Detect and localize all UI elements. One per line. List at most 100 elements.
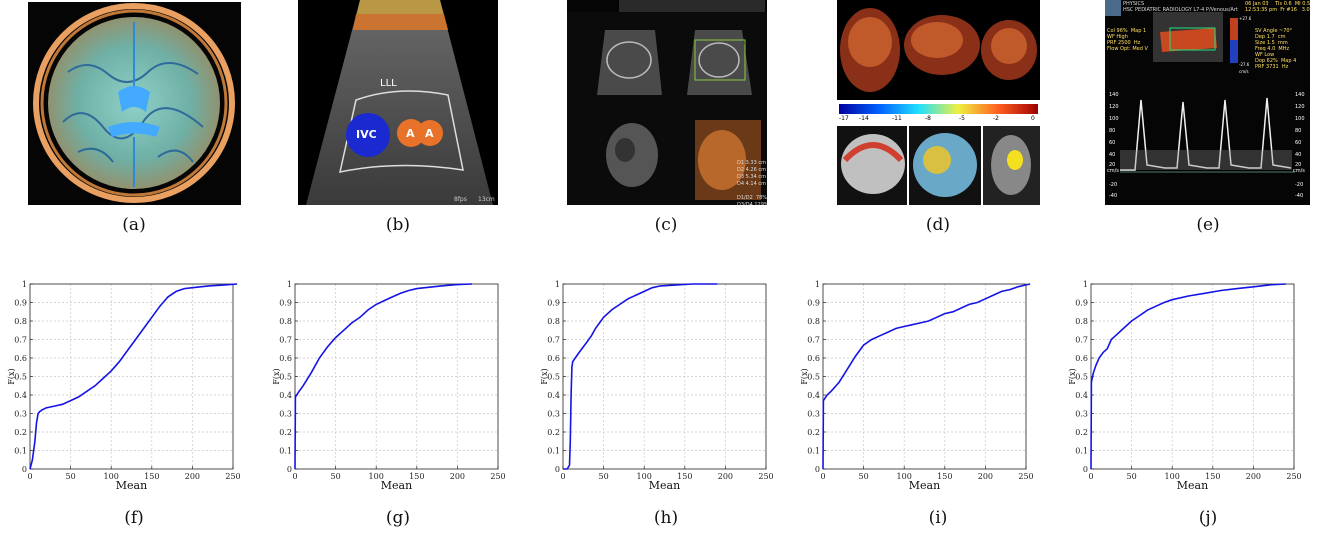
y-tick-label: 0 [287, 465, 292, 474]
scale-label: -5 [959, 115, 965, 122]
y-tick-label: 0.1 [14, 447, 27, 456]
y-tick-label: 0.4 [279, 391, 292, 400]
y-tick-label: 0.5 [279, 373, 292, 382]
scale-label: -2 [993, 115, 999, 122]
y-tick-label: 0.4 [547, 391, 560, 400]
x-tick-label: 200 [978, 472, 993, 481]
x-tick-label: 200 [718, 472, 733, 481]
y-axis-label: F(x) [540, 368, 549, 384]
x-tick-label: 200 [450, 472, 465, 481]
y-tick: 60 [1109, 140, 1116, 146]
doppler-settings-right: SV Angle ~70° Dep 1.7 cm Size 1.5 mm Fre… [1255, 28, 1297, 70]
y-tick-label: 0 [22, 465, 27, 474]
y-tick-label: 0 [1083, 465, 1088, 474]
x-tick-label: 100 [897, 472, 912, 481]
scale-label: 0 [1031, 115, 1035, 122]
caption-a: (a) [122, 215, 146, 235]
y-tick-right: 60 [1295, 140, 1302, 146]
y-tick-label: 0.9 [547, 299, 560, 308]
y-tick-label: 0.2 [279, 428, 292, 437]
caption-e: (e) [1196, 215, 1220, 235]
y-tick-label: 0.5 [807, 373, 820, 382]
y-tick-label: 0.2 [1075, 428, 1088, 437]
y-tick-label: 1 [555, 280, 560, 289]
y-tick-right: -40 [1295, 193, 1304, 199]
y-tick-label: 0.9 [14, 299, 27, 308]
y-tick-label: 0.7 [279, 336, 292, 345]
cdf-series-line [29, 283, 238, 470]
x-tick-label: 50 [859, 472, 869, 481]
unit-label-left: cm/s [1107, 168, 1119, 174]
y-tick: 80 [1109, 128, 1116, 134]
y-tick-label: 0.8 [279, 317, 292, 326]
x-tick-label: 100 [637, 472, 652, 481]
y-tick-label: 0.6 [14, 354, 27, 363]
label-lll: LLL [380, 78, 397, 89]
caption-b: (b) [385, 215, 411, 235]
x-axis-label: Mean [381, 479, 412, 492]
x-tick-label: 0 [292, 472, 297, 481]
image-d-brain-overlay: -17 -14 -11 -8 -5 -2 0 [837, 0, 1040, 205]
caption-j: (j) [1198, 508, 1218, 528]
x-tick-label: 200 [185, 472, 200, 481]
label-ivc: IVC [356, 128, 377, 141]
x-tick-label: 50 [599, 472, 609, 481]
scale-label: -11 [892, 115, 902, 122]
y-tick-right: 120 [1295, 104, 1305, 110]
y-tick-label: 0.2 [807, 428, 820, 437]
doppler-settings-left: Col 96% Map 1 WF High PRF 2500 Hz Flow O… [1107, 28, 1148, 52]
y-tick-label: 0.9 [279, 299, 292, 308]
y-tick-label: 0.8 [14, 317, 27, 326]
y-tick-label: 0.6 [1075, 354, 1088, 363]
cdf-series-line [294, 283, 473, 470]
y-tick-right: 20 [1295, 162, 1302, 168]
y-tick-label: 1 [287, 280, 292, 289]
scale-label: -17 [839, 115, 849, 122]
y-axis-label: F(x) [800, 368, 809, 384]
y-tick-label: 0.7 [14, 336, 27, 345]
x-tick-label: 150 [1205, 472, 1220, 481]
y-tick-label: 1 [22, 280, 27, 289]
x-axis-label: Mean [909, 479, 940, 492]
y-tick-right: 140 [1295, 92, 1305, 98]
y-tick-label: 0.4 [14, 391, 27, 400]
y-tick: -20 [1109, 182, 1118, 188]
y-tick-label: 0.6 [279, 354, 292, 363]
x-tick-label: 200 [1246, 472, 1261, 481]
y-tick-label: 0.7 [807, 336, 820, 345]
x-tick-label: 250 [1286, 472, 1301, 481]
doppler-header-right: 06 Jan 03 TIs 0.6 MI 0.58 12:53:35 pm Fr… [1245, 1, 1310, 13]
brain-mri-graphic [33, 3, 235, 203]
colorbar-tick-labels: -17 -14 -11 -8 -5 -2 0 [837, 115, 1040, 125]
y-tick: 140 [1109, 92, 1119, 98]
y-tick-label: 0.3 [547, 410, 560, 419]
caption-d: (d) [925, 215, 951, 235]
cdf-series-line [822, 283, 1031, 470]
scale-label: -8 [925, 115, 931, 122]
footer-fps: 8fps [454, 196, 467, 203]
y-tick: 100 [1109, 116, 1119, 122]
x-axis-label: Mean [649, 479, 680, 492]
image-b-ultrasound-doppler: LLL IVC A A 8fps 13cm [298, 0, 498, 205]
y-tick-label: 0.3 [14, 410, 27, 419]
caption-f: (f) [124, 508, 144, 528]
y-tick-label: 0.5 [547, 373, 560, 382]
y-tick-label: 0.4 [807, 391, 820, 400]
y-tick-label: 0.1 [279, 447, 292, 456]
x-axis-label: Mean [116, 479, 147, 492]
x-tick-label: 0 [560, 472, 565, 481]
y-tick-label: 0.8 [1075, 317, 1088, 326]
x-tick-label: 50 [66, 472, 76, 481]
y-tick-label: 0.9 [1075, 299, 1088, 308]
x-tick-label: 250 [758, 472, 773, 481]
ultrasound-b-graphic [306, 0, 493, 205]
measurement-readout: D1 3.33 cm D2 4.26 cm D3 5.34 cm D4 4.14… [737, 160, 767, 205]
y-tick-label: 0.4 [1075, 391, 1088, 400]
y-tick-label: 0.9 [807, 299, 820, 308]
x-tick-label: 150 [409, 472, 424, 481]
footer-depth: 13cm [478, 196, 495, 203]
y-tick-label: 1 [1083, 280, 1088, 289]
y-tick-label: 0.3 [807, 410, 820, 419]
y-axis-label: F(x) [7, 368, 16, 384]
x-tick-label: 0 [1088, 472, 1093, 481]
